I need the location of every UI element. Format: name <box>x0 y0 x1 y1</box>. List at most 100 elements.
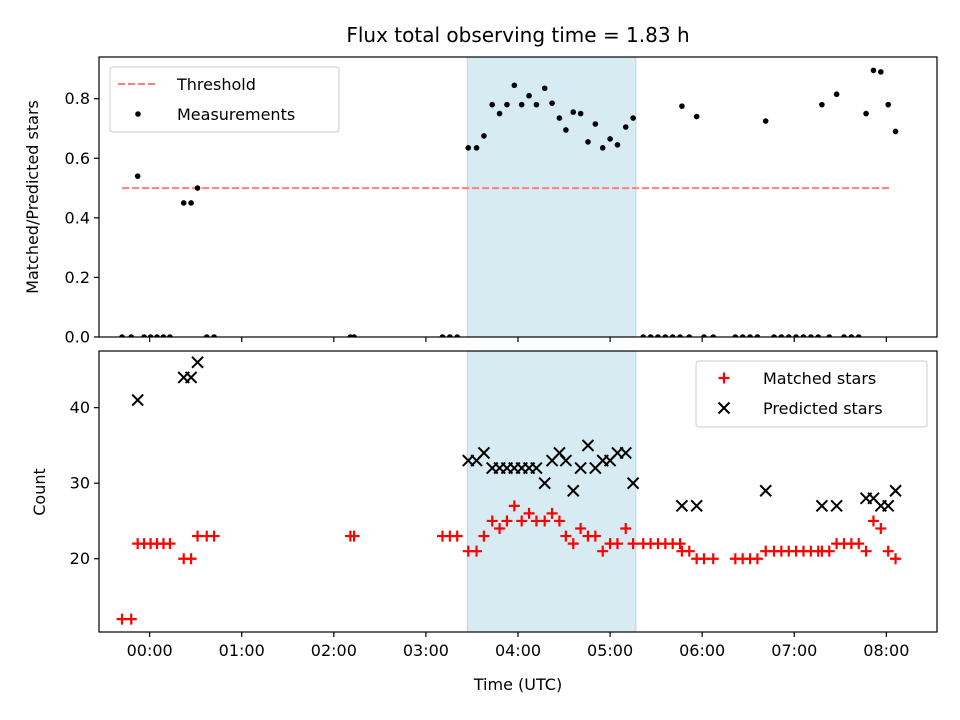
matched-star-point <box>560 530 572 542</box>
measurement-point <box>167 334 173 337</box>
measurement-point <box>630 115 636 121</box>
predicted-star-point <box>815 499 829 513</box>
measurement-point <box>141 334 147 337</box>
bottom-panel-counts: 20 30 40 00:00 01:00 02:00 03:00 04:00 05:00 06:0… <box>70 350 938 660</box>
measurement-point <box>134 173 141 179</box>
measurement-point <box>592 121 599 127</box>
predicted-star-point <box>131 393 144 407</box>
measurement-point <box>640 334 647 337</box>
matched-star-point <box>867 515 879 527</box>
measurement-point <box>622 124 629 130</box>
measurement-point <box>863 110 869 117</box>
measurement-point <box>808 334 814 337</box>
measurement-point <box>147 334 154 337</box>
matched-star-point <box>860 545 872 557</box>
measurement-point <box>732 334 739 337</box>
measurement-point <box>447 334 453 337</box>
matched-star-point <box>751 553 763 565</box>
measurement-point <box>815 334 822 337</box>
measurement-point <box>747 334 753 337</box>
y-tick-label: 20 <box>70 549 90 568</box>
measurement-point <box>833 91 840 98</box>
matched-star-point <box>683 545 695 557</box>
legend-marker <box>135 111 141 117</box>
measurement-point <box>541 85 548 92</box>
measurement-point <box>855 334 862 337</box>
predicted-star-point <box>626 476 640 490</box>
measurement-point <box>465 145 472 151</box>
matched-star-point <box>539 515 551 527</box>
measurement-point <box>885 101 891 108</box>
legend-marker <box>717 401 731 415</box>
measurement-point <box>180 200 187 206</box>
legend-box <box>695 360 928 428</box>
measurement-point <box>454 334 461 337</box>
measurement-point <box>439 334 446 337</box>
x-axis-label: Time (UTC) <box>473 675 562 694</box>
measurement-point <box>800 334 807 337</box>
matched-star-point <box>698 553 710 565</box>
y-tick-label: 30 <box>70 474 90 493</box>
matched-star-point <box>523 507 535 519</box>
measurement-point <box>526 92 532 99</box>
y-tick-label: 0.4 <box>65 208 90 227</box>
matched-star-point <box>589 530 601 542</box>
predicted-star-point <box>759 484 772 497</box>
y-tick-label: 0.8 <box>65 89 90 108</box>
legend-label: Measurements <box>177 105 295 124</box>
measurement-point <box>128 334 135 337</box>
matched-star-point <box>116 613 128 625</box>
measurement-point <box>819 101 825 108</box>
legend-label: Predicted stars <box>763 399 883 418</box>
legend: Threshold Measurements <box>109 66 340 133</box>
measurement-point <box>701 334 707 337</box>
series-measurements <box>119 67 899 337</box>
predicted-star-point <box>830 499 843 513</box>
matched-star-point <box>164 538 176 550</box>
measurement-point <box>504 101 510 108</box>
predicted-star-point <box>675 499 689 513</box>
measurement-point <box>870 67 877 74</box>
y-tick-label: 40 <box>70 398 90 417</box>
matched-star-point <box>707 553 719 565</box>
matched-star-point <box>553 515 565 527</box>
matched-star-point <box>348 530 360 542</box>
matched-star-point <box>185 553 197 565</box>
x-tick-label: 07:00 <box>771 641 817 660</box>
predicted-star-point <box>184 371 198 384</box>
measurement-point <box>771 334 777 337</box>
predicted-star-point <box>889 484 902 497</box>
matched-star-point <box>501 515 513 527</box>
measurement-point <box>577 110 584 117</box>
measurement-point <box>160 334 167 337</box>
matched-star-point <box>597 545 609 557</box>
matched-star-point <box>516 515 528 527</box>
measurement-point <box>686 334 693 337</box>
measurement-point <box>754 334 761 337</box>
y-tick-label: 0.0 <box>65 328 90 347</box>
measurement-point <box>848 334 855 337</box>
measurement-point <box>511 82 518 89</box>
measurement-point <box>677 334 683 337</box>
predicted-star-point <box>567 484 580 497</box>
predicted-star-point <box>191 356 204 369</box>
predicted-star-point <box>574 461 587 475</box>
measurement-point <box>607 136 613 142</box>
matched-star-point <box>853 538 865 550</box>
measurement-point <box>585 139 591 145</box>
measurement-point <box>496 110 503 117</box>
x-tick-label: 06:00 <box>679 641 725 660</box>
matched-star-point <box>620 523 632 535</box>
x-tick-label: 04:00 <box>495 641 541 660</box>
chart-title: Flux total observing time = 1.83 h <box>346 23 689 47</box>
measurement-point <box>878 69 884 75</box>
matched-star-point <box>674 538 686 550</box>
measurement-point <box>556 115 563 121</box>
measurement-point <box>203 334 210 337</box>
measurement-point <box>679 103 685 109</box>
top-y-axis-label: Matched/Predicted stars <box>23 100 42 294</box>
measurement-point <box>739 334 746 337</box>
legend: Matched stars Predicted stars <box>695 360 928 428</box>
x-tick-label: 05:00 <box>587 641 633 660</box>
